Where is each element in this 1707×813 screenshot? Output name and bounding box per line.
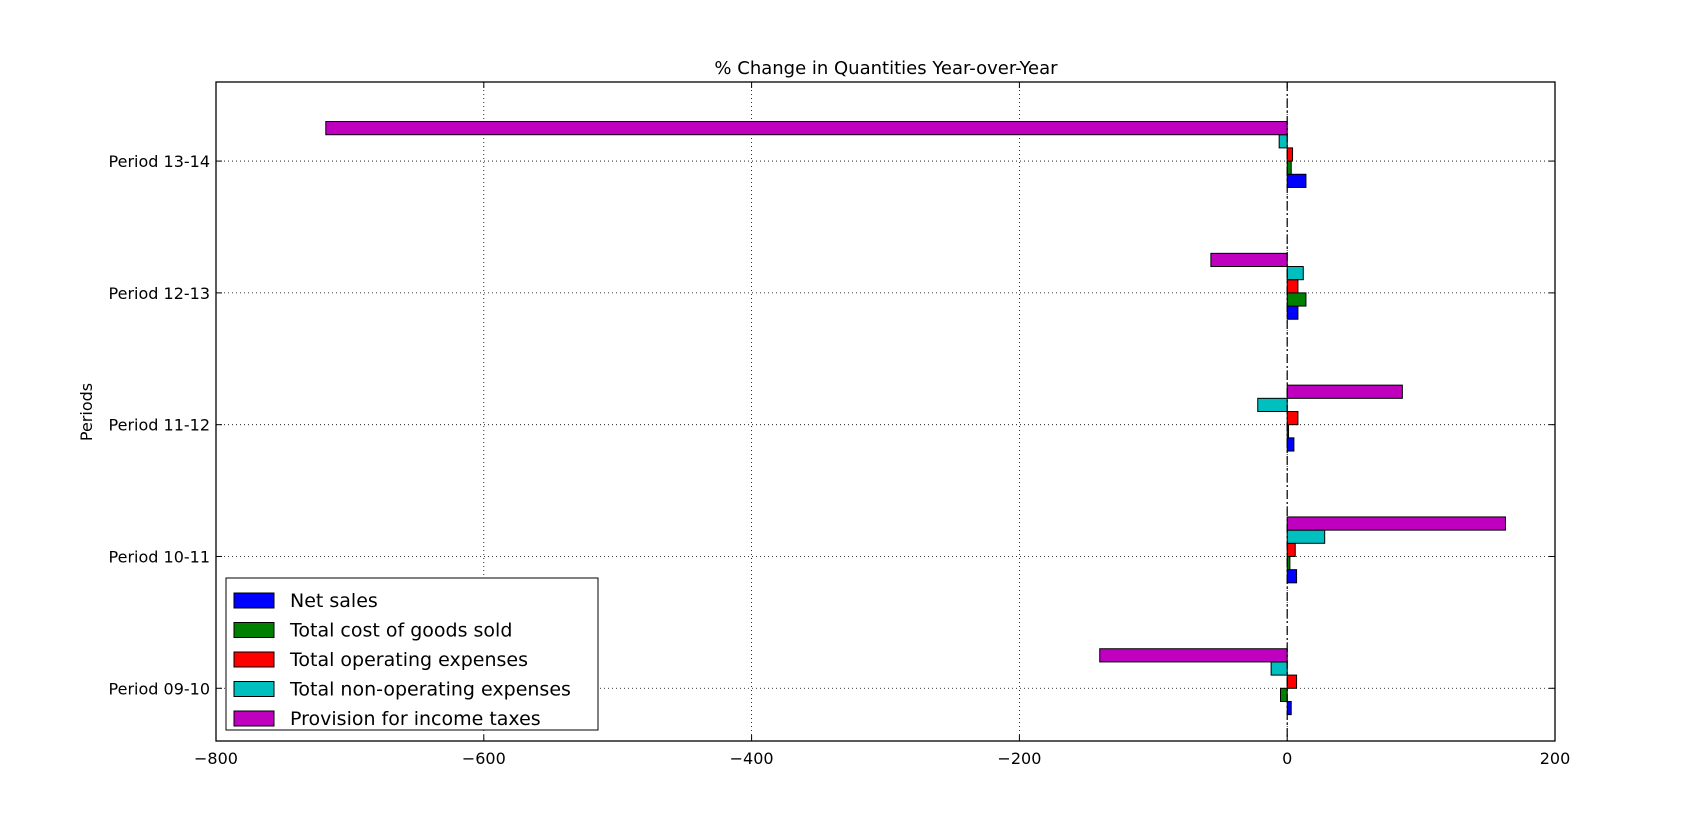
bar-provision-for-income-taxes-period-09-10 (1099, 648, 1288, 663)
bars (325, 121, 1506, 716)
y-tick-label: Period 11-12 (109, 416, 210, 435)
legend-label: Net sales (290, 590, 378, 612)
bar-provision-for-income-taxes-period-12-13 (1210, 252, 1288, 268)
bar-net-sales-period-13-14 (1286, 173, 1307, 188)
bar-total-non-operating-expenses-period-09-10 (1270, 661, 1288, 676)
y-tick-label: Period 12-13 (109, 284, 210, 303)
y-tick-label: Period 09-10 (109, 679, 210, 698)
legend-label: Total non-operating expenses (289, 679, 571, 701)
bar-total-non-operating-expenses-period-10-11 (1286, 529, 1326, 544)
legend-label: Total cost of goods sold (289, 620, 512, 642)
x-tick-label: −200 (997, 749, 1041, 768)
chart-title: % Change in Quantities Year-over-Year (714, 58, 1058, 79)
x-tick-label: −400 (730, 749, 774, 768)
bar-provision-for-income-taxes-period-11-12 (1286, 384, 1403, 399)
bar-total-operating-expenses-period-13-14 (1286, 147, 1294, 162)
plot-frame (215, 81, 1556, 742)
legend-swatch (233, 710, 275, 727)
x-tick-label: 0 (1282, 749, 1292, 768)
legend-swatch (233, 592, 275, 609)
legend-box (225, 577, 599, 731)
bar-total-operating-expenses-period-12-13 (1286, 279, 1299, 294)
legend-swatch (233, 651, 275, 668)
x-tick-label: −600 (462, 749, 506, 768)
bar-net-sales-period-11-12 (1286, 437, 1295, 452)
x-tick-label: −800 (194, 749, 238, 768)
y-tick-label: Period 13-14 (109, 152, 210, 171)
legend: Net sales Total cost of goods sold Total o… (225, 577, 599, 731)
y-tick-label: Period 10-11 (109, 547, 210, 566)
x-tick-label: 200 (1540, 749, 1571, 768)
y-axis-ticks: Period 09-10 Period 10-11 Period 11-12 Peri… (109, 152, 1555, 698)
legend-label: Provision for income taxes (290, 708, 541, 730)
legend-swatch (233, 681, 275, 697)
bar-total-non-operating-expenses-period-11-12 (1257, 397, 1288, 413)
bar-total-operating-expenses-period-10-11 (1286, 542, 1296, 557)
bar-total-operating-expenses-period-11-12 (1286, 411, 1299, 426)
bar-net-sales-period-10-11 (1286, 569, 1298, 584)
bar-net-sales-period-09-10 (1286, 700, 1292, 716)
bar-total-cost-of-goods-sold-period-12-13 (1286, 292, 1307, 307)
bar-total-non-operating-expenses-period-12-13 (1286, 266, 1304, 281)
y-axis-label: Periods (77, 383, 96, 441)
bar-net-sales-period-12-13 (1286, 305, 1299, 320)
bar-total-operating-expenses-period-09-10 (1286, 674, 1298, 689)
bar-provision-for-income-taxes-period-13-14 (325, 121, 1288, 136)
x-axis-ticks: −800 −600 −400 −200 0 200 (194, 82, 1570, 768)
bar-total-non-operating-expenses-period-13-14 (1278, 134, 1288, 149)
legend-label: Total operating expenses (289, 649, 528, 671)
bar-total-cost-of-goods-sold-period-13-14 (1286, 160, 1292, 175)
bar-total-cost-of-goods-sold-period-09-10 (1280, 687, 1288, 702)
legend-swatch (233, 622, 275, 638)
bar-provision-for-income-taxes-period-10-11 (1286, 516, 1506, 531)
